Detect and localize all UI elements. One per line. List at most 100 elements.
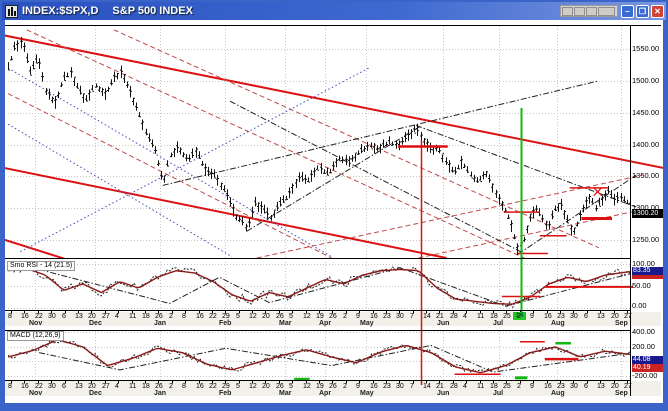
date-tick-label: 30 bbox=[396, 313, 404, 320]
app-icon bbox=[5, 4, 18, 18]
date-tick-label: 16 bbox=[21, 313, 29, 320]
restore-button[interactable]: ❐ bbox=[636, 5, 649, 18]
date-tick-label: 6 bbox=[584, 313, 588, 320]
macd-axis-label: -200.00 bbox=[632, 371, 658, 380]
mini-toolbar-button-4[interactable] bbox=[598, 6, 615, 16]
date-tick-label: 12 bbox=[249, 383, 257, 390]
macd-panel-label: MACD (12,26,9) bbox=[7, 331, 64, 341]
date-tick-label: 23 bbox=[557, 313, 565, 320]
titlebar-mini-toolbar bbox=[560, 5, 618, 17]
month-label: Jul bbox=[493, 319, 504, 327]
date-tick-label: 5 bbox=[289, 313, 293, 320]
date-tick-label: 2 bbox=[169, 383, 173, 390]
date-tick-label: 20 bbox=[611, 383, 619, 390]
date-tick-label: 28 bbox=[450, 313, 458, 320]
date-tick-label: 22 bbox=[209, 383, 217, 390]
date-tick-label: 13 bbox=[75, 383, 83, 390]
close-button[interactable]: ✕ bbox=[651, 5, 664, 18]
date-tick-label: 22 bbox=[35, 313, 43, 320]
mini-toolbar-button-3[interactable] bbox=[586, 6, 597, 16]
symbol-title: INDEX:$SPX,D bbox=[22, 5, 99, 17]
minimize-button[interactable]: – bbox=[621, 5, 634, 18]
price-axis-label: 1550.00 bbox=[632, 44, 660, 53]
macd-signal-box: 40.19 bbox=[632, 364, 663, 372]
date-tick-label: 20 bbox=[88, 313, 96, 320]
date-tick-label: 11 bbox=[477, 383, 485, 390]
date-tick-label: 9 bbox=[356, 313, 360, 320]
chart-canvas[interactable] bbox=[5, 20, 663, 403]
month-label: Apr bbox=[319, 319, 332, 327]
chart-area: Smo RSI - 14 (21.5) MACD (12,26,9) 1300.… bbox=[5, 20, 663, 403]
date-tick-label: 23 bbox=[383, 383, 391, 390]
date-tick-label: 23 bbox=[383, 313, 391, 320]
date-tick-label: 19 bbox=[316, 383, 324, 390]
month-label: Dec bbox=[89, 389, 102, 397]
month-label: Sep bbox=[615, 389, 628, 397]
month-label: Mar bbox=[279, 319, 292, 327]
date-tick-label: 9 bbox=[530, 313, 534, 320]
month-label: Jan bbox=[154, 319, 167, 327]
date-tick-label: 26 bbox=[155, 383, 163, 390]
price-axis-label: 1450.00 bbox=[632, 108, 660, 117]
month-label: Jan bbox=[154, 389, 167, 397]
date-tick-label: 26 bbox=[276, 383, 284, 390]
date-tick-label: 7 bbox=[410, 383, 414, 390]
month-label: May bbox=[360, 389, 374, 397]
instrument-name: S&P 500 INDEX bbox=[112, 5, 193, 17]
date-tick-label: 4 bbox=[115, 383, 119, 390]
date-tick-label: 12 bbox=[303, 383, 311, 390]
price-axis-label: 1400.00 bbox=[632, 140, 660, 149]
date-tick-label: 2 bbox=[169, 313, 173, 320]
month-label: Jul bbox=[493, 389, 504, 397]
oscillator-signal-strip bbox=[632, 275, 663, 279]
date-tick-label: 4 bbox=[115, 313, 119, 320]
date-tick-label: 28 bbox=[450, 383, 458, 390]
date-tick-label: 25 bbox=[503, 313, 511, 320]
date-tick-label: 11 bbox=[129, 383, 137, 390]
date-tick-label: 16 bbox=[544, 313, 552, 320]
date-tick-label: 29 bbox=[222, 383, 230, 390]
date-tick-label: 20 bbox=[262, 313, 270, 320]
date-tick-label: 12 bbox=[249, 313, 257, 320]
date-tick-label: 27 bbox=[624, 383, 632, 390]
mini-toolbar-button-1[interactable] bbox=[562, 6, 573, 16]
date-tick-label: 30 bbox=[396, 383, 404, 390]
date-tick-label: 6 bbox=[584, 383, 588, 390]
date-tick-label: 26 bbox=[155, 313, 163, 320]
date-tick-label: 20 bbox=[611, 313, 619, 320]
date-tick-label: 16 bbox=[21, 383, 29, 390]
date-tick-label: 13 bbox=[597, 313, 605, 320]
date-tick-label: 20 bbox=[262, 383, 270, 390]
date-tick-label: 11 bbox=[129, 313, 137, 320]
macd-value-box: 44.08 bbox=[632, 356, 663, 364]
date-tick-label: 27 bbox=[102, 313, 110, 320]
date-tick-label: 2 bbox=[517, 383, 521, 390]
oscillator-axis-label: 50.00 bbox=[632, 281, 651, 290]
month-label: Jun bbox=[437, 389, 450, 397]
date-tick-label: 16 bbox=[544, 383, 552, 390]
date-tick-label: 18 bbox=[142, 383, 150, 390]
date-tick-label: 30 bbox=[570, 313, 578, 320]
macd-axis-label: 400.00 bbox=[632, 327, 655, 336]
price-axis-label: 1500.00 bbox=[632, 76, 660, 85]
date-tick-label: 8 bbox=[8, 383, 12, 390]
date-tick-label: 6 bbox=[62, 313, 66, 320]
date-tick-label: 16 bbox=[196, 383, 204, 390]
mini-toolbar-button-2[interactable] bbox=[574, 6, 585, 16]
oscillator-panel-label: Smo RSI - 14 (21.5) bbox=[7, 261, 76, 271]
date-tick-label: 20 bbox=[88, 383, 96, 390]
price-axis-label: 1300.00 bbox=[632, 203, 660, 212]
date-tick-label: 4 bbox=[463, 383, 467, 390]
date-tick-label: 29 bbox=[222, 313, 230, 320]
title-bar[interactable]: INDEX:$SPX,D S&P 500 INDEX – ❐ ✕ bbox=[2, 2, 666, 20]
oscillator-axis-label: 100.00 bbox=[632, 259, 655, 268]
date-tick-label: 14 bbox=[423, 383, 431, 390]
month-label: May bbox=[360, 319, 374, 327]
month-label: Jun bbox=[437, 319, 450, 327]
date-tick-label: 5 bbox=[236, 313, 240, 320]
date-tick-label: 16 bbox=[370, 383, 378, 390]
oscillator-axis-label: 0.00 bbox=[632, 301, 647, 310]
month-label: Nov bbox=[29, 389, 43, 397]
date-tick-label: 2 bbox=[343, 313, 347, 320]
date-tick-label: 21 bbox=[436, 383, 444, 390]
